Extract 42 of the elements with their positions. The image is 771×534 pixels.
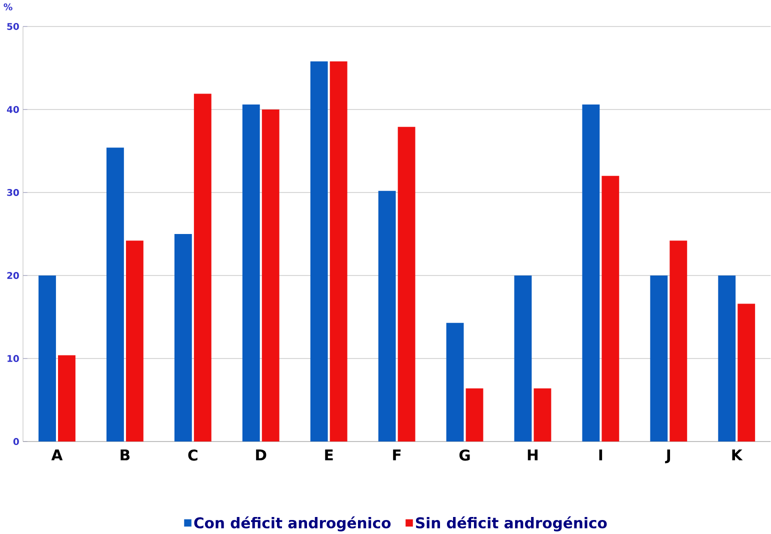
bar xyxy=(718,276,736,442)
bar xyxy=(310,61,328,442)
bar xyxy=(670,240,688,442)
bar xyxy=(650,276,668,442)
y-tick-label: 40 xyxy=(6,106,19,114)
legend-label: Con déficit androgénico xyxy=(194,516,391,532)
x-tick-label: F xyxy=(393,450,401,460)
bar xyxy=(242,104,260,442)
bar xyxy=(126,240,144,442)
legend-label: Sin déficit androgénico xyxy=(416,516,607,532)
x-tick-label: H xyxy=(528,450,538,460)
x-tick-label: C xyxy=(188,450,198,461)
x-tick-label: B xyxy=(120,450,130,460)
bar xyxy=(378,190,396,442)
y-tick-label: 0 xyxy=(13,438,19,446)
bar xyxy=(330,61,348,442)
x-tick-label: K xyxy=(732,450,743,460)
bar xyxy=(466,388,484,442)
x-tick-label: A xyxy=(51,450,63,460)
bar xyxy=(582,104,600,442)
bar xyxy=(738,304,756,442)
bar xyxy=(58,355,76,442)
bar xyxy=(398,126,416,442)
bar xyxy=(106,148,124,442)
x-tick-label: I xyxy=(599,450,602,460)
y-tick-label: 20 xyxy=(7,272,19,280)
bar xyxy=(38,276,56,442)
bar xyxy=(174,234,192,442)
y-axis-title: % xyxy=(4,3,12,10)
y-tick-label: 30 xyxy=(7,189,19,196)
bar xyxy=(446,322,464,442)
y-tick-label: 10 xyxy=(8,355,19,362)
y-tick-label: 50 xyxy=(7,23,19,30)
x-tick-label: G xyxy=(459,450,470,461)
bar xyxy=(534,388,552,442)
x-tick-label: J xyxy=(665,450,670,464)
x-tick-label: E xyxy=(325,450,333,460)
bar xyxy=(194,94,212,442)
bar xyxy=(514,276,532,442)
bar xyxy=(602,176,620,442)
x-tick-label: D xyxy=(256,450,266,460)
bar xyxy=(262,110,280,442)
